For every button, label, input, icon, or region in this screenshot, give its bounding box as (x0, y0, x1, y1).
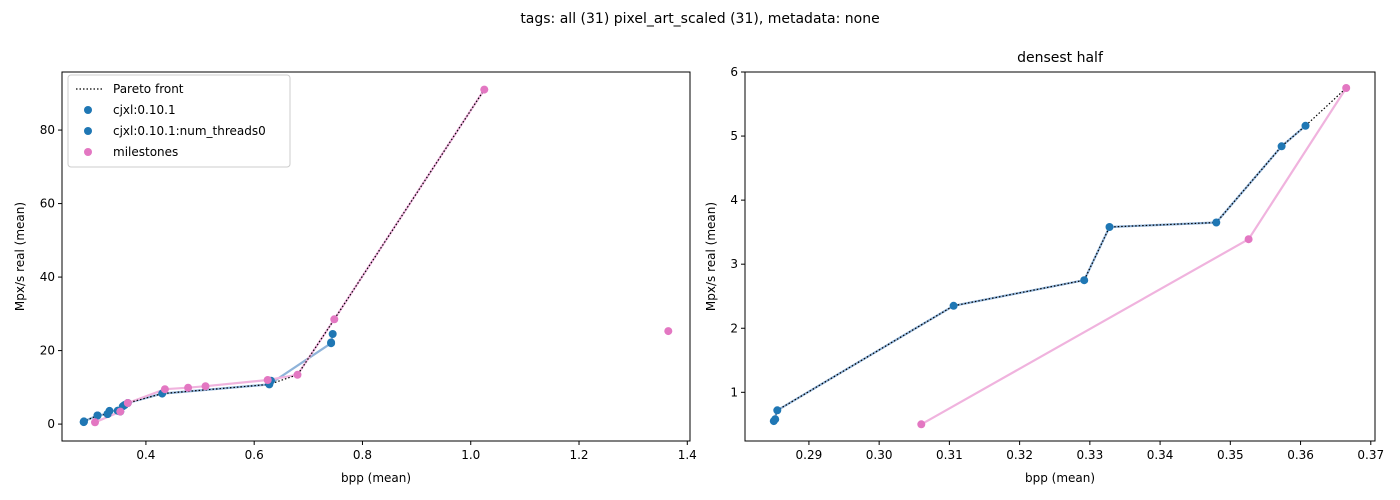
left-cjxl-point (328, 330, 337, 338)
right-y-axis-label: Mpx/s real (mean) (704, 202, 718, 311)
left-x-tick-label: 0.6 (245, 448, 264, 462)
left-x-tick-label: 0.4 (136, 448, 155, 462)
left-milestones-point (123, 399, 132, 407)
left-y-tick-label: 80 (40, 123, 55, 137)
left-x-tick-label: 1.2 (569, 448, 588, 462)
left-y-tick-label: 20 (40, 344, 55, 358)
legend-cjxl-threads-label: cjxl:0.10.1:num_threads0 (113, 124, 266, 138)
left-milestones-point (330, 315, 339, 324)
right-y-tick-label: 4 (730, 193, 738, 207)
right-y-tick-label: 6 (730, 65, 738, 79)
legend-cjxl-swatch (84, 106, 92, 114)
right-x-tick-label: 0.36 (1287, 448, 1314, 462)
right-x-axis-label: bpp (mean) (1025, 471, 1095, 485)
left-milestones-point (91, 418, 99, 427)
left-x-axis-label: bpp (mean) (341, 471, 411, 485)
right-x-tick-label: 0.29 (796, 448, 823, 462)
right-plot: densest half 0.29 0.30 0.31 0.32 0.33 0.34 0.35… (704, 50, 1384, 485)
left-milestones-point (293, 370, 302, 379)
right-cjxl-point (1277, 142, 1286, 151)
left-milestones-point (160, 385, 169, 394)
right-x-tick-label: 0.30 (866, 448, 893, 462)
right-milestones-point (1244, 235, 1253, 244)
left-y-tick-label: 40 (40, 270, 55, 284)
legend-frame (67, 74, 291, 168)
right-cjxl-point (771, 415, 780, 424)
left-milestones-point (263, 376, 272, 384)
right-x-tick-label: 0.35 (1217, 448, 1244, 462)
right-x-tick-label: 0.34 (1147, 448, 1174, 462)
right-milestones-line (920, 87, 1348, 426)
right-cjxl-point (1301, 121, 1310, 130)
left-cjxl_threads-point (79, 417, 88, 426)
right-milestones-point (917, 420, 926, 429)
legend: Pareto front cjxl:0.10.1 cjxl:0.10.1:num… (67, 74, 291, 168)
right-cjxl-point (949, 301, 958, 310)
right-y-tick-label: 2 (730, 321, 738, 335)
left-y-tick-label: 60 (40, 197, 55, 211)
legend-cjxl-threads-swatch (84, 127, 92, 135)
left-y-axis-label: Mpx/s real (mean) (13, 202, 27, 311)
left-y-tick-label: 0 (47, 417, 55, 431)
right-x-tick-label: 0.32 (1006, 448, 1033, 462)
right-x-tick-label: 0.31 (936, 448, 963, 462)
left-cjxl_threads-point (327, 338, 336, 347)
left-x-tick-label: 1.4 (678, 448, 697, 462)
right-x-tick-label: 0.33 (1076, 448, 1103, 462)
left-milestones-point (664, 327, 673, 336)
right-x-tick-label: 0.37 (1357, 448, 1384, 462)
left-milestones-point (116, 407, 125, 416)
right-y-tick-label: 1 (730, 385, 738, 399)
left-milestones-point (184, 383, 193, 392)
right-axes-frame (744, 71, 1376, 442)
right-plot-title: densest half (1017, 50, 1104, 66)
right-cjxl-line (772, 124, 1307, 422)
legend-milestones-label: milestones (113, 145, 178, 159)
left-pareto-front-line (83, 89, 485, 423)
legend-milestones-swatch (84, 148, 92, 156)
left-x-tick-label: 1.0 (461, 448, 480, 462)
right-cjxl-point (1080, 276, 1089, 285)
right-pareto-front-line (773, 87, 1347, 422)
right-milestones-point (1342, 84, 1351, 92)
figure-suptitle: tags: all (31) pixel_art_scaled (31), me… (520, 11, 879, 27)
right-y-tick-label: 3 (730, 257, 738, 271)
right-y-tick-label: 5 (730, 129, 738, 143)
left-milestones-point (201, 382, 210, 391)
right-cjxl-point (1212, 218, 1221, 227)
left-axes-frame (61, 71, 691, 442)
left-milestones-point (480, 85, 489, 94)
left-cjxl_threads-point (93, 411, 102, 420)
right-cjxl-point (773, 406, 782, 415)
right-cjxl-point (1105, 223, 1114, 231)
left-x-tick-label: 0.8 (353, 448, 372, 462)
left-plot: 0.4 0.6 0.8 1.0 1.2 1.4 0 20 40 60 80 bpp (mean) Mpx… (13, 71, 697, 485)
legend-cjxl-label: cjxl:0.10.1 (113, 103, 176, 117)
legend-pareto-label: Pareto front (113, 82, 184, 96)
left-cjxl_threads-point (103, 410, 112, 418)
